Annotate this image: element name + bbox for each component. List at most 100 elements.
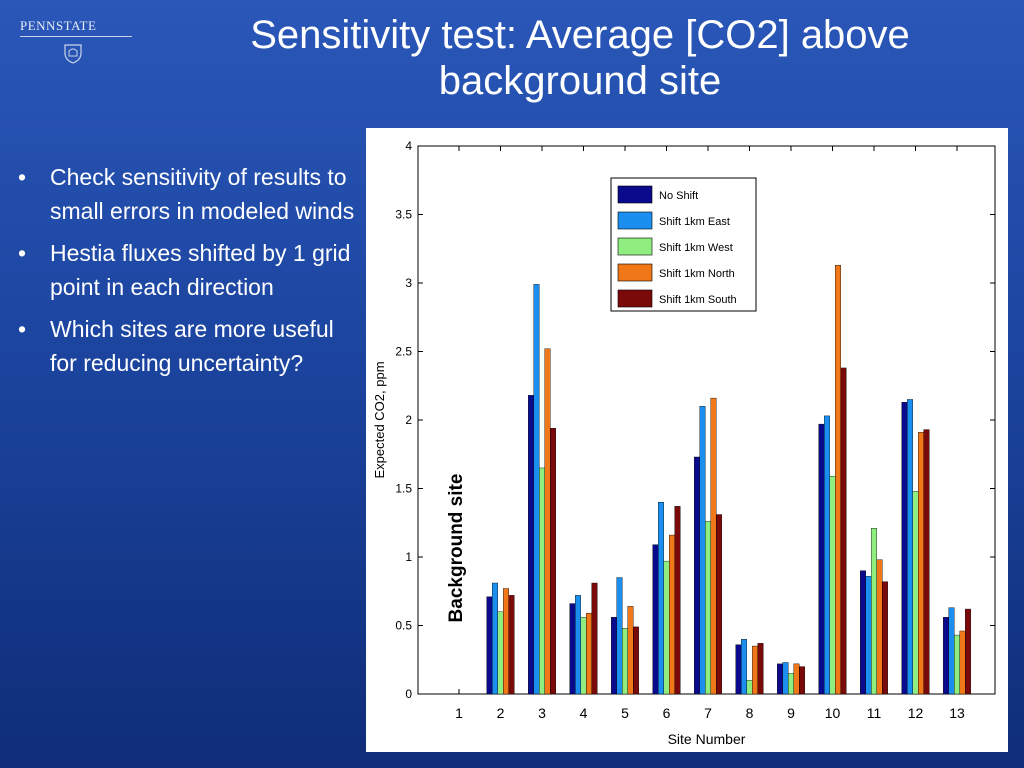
- bullet-dot: •: [18, 164, 27, 190]
- bar-shift-1km-north-site-9: [793, 663, 800, 695]
- bullet-text: Which sites are more useful for reducing…: [50, 316, 334, 376]
- bar-no-shift-site-2: [486, 596, 493, 695]
- bar-no-shift-site-4: [569, 603, 576, 695]
- bar-shift-1km-west-site-12: [912, 491, 919, 695]
- y-tick-label: 3: [405, 276, 412, 290]
- bar-shift-1km-west-site-2: [497, 611, 504, 695]
- bar-shift-1km-south-site-11: [882, 581, 888, 695]
- y-tick-label: 1: [405, 550, 412, 564]
- bar-no-shift-site-9: [777, 663, 783, 695]
- bullet-text: Hestia fluxes shifted by 1 grid point in…: [50, 240, 351, 300]
- legend-label: No Shift: [659, 190, 698, 202]
- x-tick-label: 6: [663, 705, 671, 721]
- x-tick-label: 5: [621, 705, 629, 721]
- bar-no-shift-site-6: [652, 544, 659, 695]
- legend-swatch: [617, 237, 653, 256]
- bar-shift-1km-west-site-13: [954, 634, 960, 695]
- bar-shift-1km-west-site-9: [788, 673, 794, 695]
- bar-no-shift-site-13: [943, 617, 949, 695]
- bar-shift-1km-east-site-10: [824, 415, 830, 695]
- bar-shift-1km-west-site-5: [622, 628, 628, 695]
- y-tick-label: 2.5: [395, 345, 412, 359]
- bar-shift-1km-north-site-4: [586, 612, 592, 695]
- legend-label: Shift 1km West: [659, 242, 733, 254]
- bar-shift-1km-south-site-8: [757, 643, 764, 695]
- bar-shift-1km-south-site-2: [508, 595, 515, 695]
- bar-shift-1km-west-site-11: [871, 528, 877, 695]
- x-tick-label: 4: [580, 705, 588, 721]
- y-tick-label: 4: [405, 139, 412, 153]
- shield-icon: [64, 44, 82, 64]
- bar-shift-1km-east-site-13: [948, 607, 955, 695]
- legend-swatch: [617, 211, 653, 230]
- bar-shift-1km-west-site-7: [705, 521, 711, 695]
- bar-shift-1km-east-site-2: [492, 582, 498, 695]
- x-tick-label: 10: [825, 705, 841, 721]
- bar-shift-1km-south-site-10: [840, 367, 847, 695]
- bar-shift-1km-north-site-10: [835, 264, 841, 695]
- bar-shift-1km-south-site-13: [965, 608, 971, 695]
- bullet-item: • Which sites are more useful for reduci…: [18, 312, 363, 380]
- bar-shift-1km-east-site-5: [616, 577, 623, 695]
- bar-shift-1km-south-site-9: [799, 666, 805, 695]
- bar-shift-1km-east-site-12: [907, 399, 913, 695]
- x-tick-label: 11: [867, 705, 882, 721]
- legend-swatch: [617, 263, 653, 282]
- bar-shift-1km-east-site-7: [699, 406, 706, 695]
- bar-no-shift-site-12: [901, 401, 908, 695]
- bar-shift-1km-north-site-8: [752, 645, 758, 695]
- x-tick-label: 13: [949, 705, 965, 721]
- bar-shift-1km-north-site-7: [710, 397, 717, 695]
- x-tick-label: 3: [538, 705, 546, 721]
- bar-shift-1km-east-site-9: [782, 662, 789, 695]
- bullet-text: Check sensitivity of results to small er…: [50, 164, 355, 224]
- x-axis-label: Site Number: [668, 731, 746, 747]
- bar-no-shift-site-3: [528, 395, 534, 695]
- pennstate-logo: PENNSTATE: [16, 14, 134, 70]
- background-site-annotation: Background site: [446, 474, 467, 623]
- y-tick-label: 1.5: [395, 482, 412, 496]
- y-axis-label: Expected CO2, ppm: [372, 361, 387, 478]
- bar-shift-1km-north-site-3: [544, 348, 551, 695]
- bar-shift-1km-west-site-3: [539, 467, 545, 695]
- bar-shift-1km-west-site-6: [663, 560, 670, 695]
- bar-no-shift-site-5: [611, 617, 617, 695]
- bar-shift-1km-west-site-4: [580, 617, 587, 695]
- bar-no-shift-site-11: [860, 570, 866, 695]
- bar-shift-1km-west-site-8: [746, 680, 753, 695]
- bar-no-shift-site-8: [735, 644, 742, 695]
- logo-wordmark: PENNSTATE: [20, 18, 97, 33]
- bar-shift-1km-east-site-8: [741, 639, 747, 695]
- bar-shift-1km-south-site-3: [550, 428, 556, 695]
- y-tick-label: 3.5: [395, 208, 412, 222]
- x-tick-label: 8: [746, 705, 754, 721]
- bar-shift-1km-south-site-5: [633, 626, 639, 695]
- bar-shift-1km-north-site-13: [959, 630, 966, 695]
- bar-shift-1km-south-site-12: [923, 429, 930, 695]
- bar-shift-1km-north-site-6: [669, 534, 675, 695]
- slide-title: Sensitivity test: Average [CO2] above ba…: [150, 12, 1010, 104]
- legend-label: Shift 1km North: [659, 268, 735, 280]
- legend-swatch: [617, 289, 653, 308]
- bar-shift-1km-south-site-4: [591, 582, 598, 695]
- legend-swatch: [617, 185, 653, 204]
- bar-shift-1km-north-site-12: [918, 432, 924, 695]
- slide-title-line-1: Sensitivity test: Average [CO2] above: [250, 13, 910, 57]
- x-tick-label: 9: [787, 705, 795, 721]
- bar-shift-1km-north-site-2: [503, 588, 509, 695]
- x-tick-label: 12: [908, 705, 924, 721]
- bullet-item: • Check sensitivity of results to small …: [18, 160, 363, 228]
- bar-shift-1km-south-site-7: [716, 514, 722, 695]
- bar-shift-1km-east-site-6: [658, 502, 664, 695]
- logo-rule: [20, 36, 132, 37]
- slide-title-line-2: background site: [438, 59, 722, 103]
- x-tick-label: 7: [704, 705, 712, 721]
- bar-shift-1km-south-site-6: [674, 506, 681, 695]
- bar-no-shift-site-10: [818, 423, 825, 695]
- y-tick-label: 0: [405, 687, 412, 701]
- bullet-dot: •: [18, 316, 27, 342]
- bar-shift-1km-east-site-4: [575, 595, 581, 695]
- legend-label: Shift 1km East: [659, 216, 730, 228]
- x-tick-label: 2: [497, 705, 505, 721]
